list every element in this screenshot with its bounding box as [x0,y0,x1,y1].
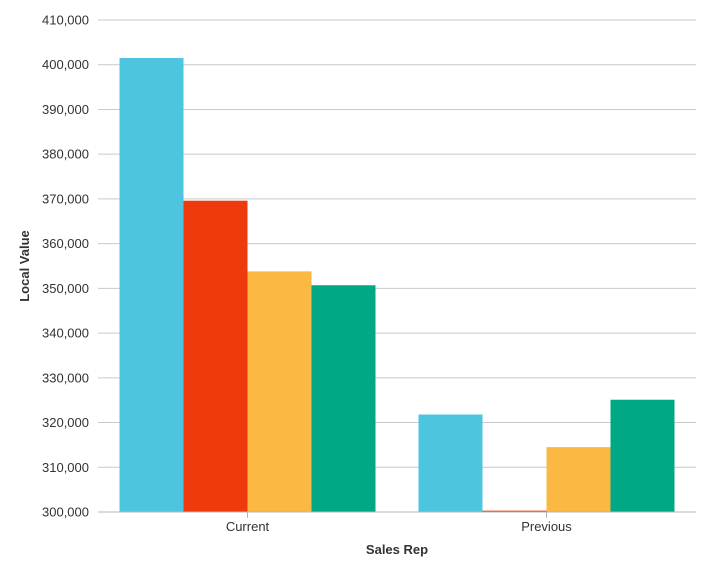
y-tick-label: 300,000 [42,505,89,520]
bar-previous-series-3 [546,447,611,512]
bar-current-series-1 [119,58,184,512]
bar-current-series-4 [311,285,376,512]
bar-previous-series-2 [482,510,547,512]
y-tick-label: 410,000 [42,13,89,28]
y-tick-label: 360,000 [42,236,89,251]
bars [119,58,675,512]
y-axis-title: Local Value [17,230,32,302]
y-tick-label: 330,000 [42,370,89,385]
bar-current-series-3 [247,271,312,512]
y-tick-label: 380,000 [42,147,89,162]
y-tick-label: 340,000 [42,326,89,341]
y-axis-ticks: 300,000 310,000 320,000 330,000 340,000 350,0… [42,13,89,520]
bar-previous-series-1 [418,414,483,512]
y-tick-label: 320,000 [42,415,89,430]
x-tick-label: Previous [521,519,572,534]
y-tick-label: 400,000 [42,57,89,72]
bar-previous-series-4 [610,399,675,512]
bar-current-series-2 [183,200,248,512]
x-axis-ticks: Current Previous [226,512,572,534]
y-tick-label: 310,000 [42,460,89,475]
y-tick-label: 350,000 [42,281,89,296]
x-tick-label: Current [226,519,270,534]
y-tick-label: 370,000 [42,191,89,206]
x-axis-title: Sales Rep [366,542,428,557]
y-tick-label: 390,000 [42,102,89,117]
